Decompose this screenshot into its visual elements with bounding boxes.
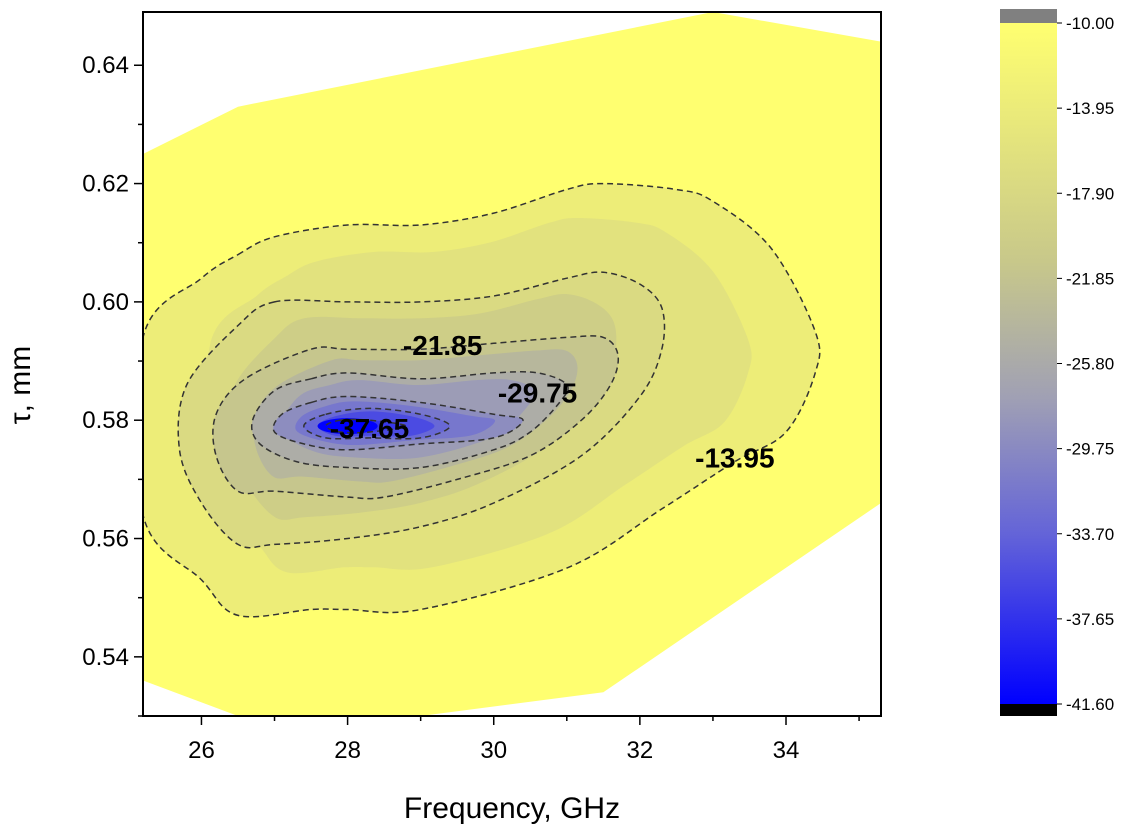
colorbar: -10.00 -13.95 -17.90 -21.85 -25.80 -29.75 -33.… <box>1000 9 1114 716</box>
y-tick-label: 0.62 <box>82 171 129 198</box>
x-tick-label: 30 <box>480 737 507 764</box>
y-tick-label: 0.58 <box>82 407 129 434</box>
contour-line <box>272 395 524 451</box>
contour-lines <box>143 182 821 618</box>
y-tick-label: 0.56 <box>82 526 129 553</box>
contour-line <box>303 407 451 440</box>
colorbar-label: -41.60 <box>1066 695 1114 714</box>
x-tick-label: 26 <box>188 737 215 764</box>
contour-label: -21.85 <box>403 330 482 361</box>
x-tick-label: 34 <box>773 737 800 764</box>
colorbar-label: -29.75 <box>1066 440 1114 459</box>
contour-label: -37.65 <box>330 413 409 444</box>
colorbar-label: -37.65 <box>1066 610 1114 629</box>
x-axis-title: Frequency, GHz <box>404 792 620 825</box>
contour-line <box>177 271 666 549</box>
colorbar-labels: -10.00 -13.95 -17.90 -21.85 -25.80 -29.75 -33.… <box>1057 14 1114 714</box>
colorbar-label: -13.95 <box>1066 99 1114 118</box>
colorbar-label: -25.80 <box>1066 355 1114 374</box>
contour-line <box>143 182 821 618</box>
colorbar-over-swatch <box>1000 9 1057 23</box>
colorbar-label: -17.90 <box>1066 184 1114 203</box>
y-axis-title: τ, mm <box>4 346 37 425</box>
y-axis: 0.54 0.56 0.58 0.60 0.62 0.64 <box>82 52 143 717</box>
y-tick-label: 0.60 <box>82 289 129 316</box>
plot-area <box>143 12 881 716</box>
contour-labels: -21.85 -29.75 -37.65 -13.95 <box>330 330 775 473</box>
colorbar-under-swatch <box>1000 704 1057 716</box>
x-axis: 26 28 30 32 34 <box>188 716 860 764</box>
contour-line <box>212 335 620 500</box>
colorbar-label: -21.85 <box>1066 269 1114 288</box>
contour-label: -29.75 <box>498 377 577 408</box>
x-tick-label: 32 <box>627 737 654 764</box>
x-tick-label: 28 <box>334 737 361 764</box>
contour-label: -13.95 <box>695 443 774 474</box>
y-tick-label: 0.64 <box>82 52 129 79</box>
plot-frame <box>142 11 882 717</box>
colorbar-gradient <box>1000 23 1057 704</box>
contour-fills <box>143 12 881 716</box>
colorbar-label: -33.70 <box>1066 525 1114 544</box>
colorbar-label: -10.00 <box>1066 14 1114 33</box>
contour-line <box>250 371 569 470</box>
contour-line <box>324 418 407 434</box>
y-tick-label: 0.54 <box>82 644 129 671</box>
